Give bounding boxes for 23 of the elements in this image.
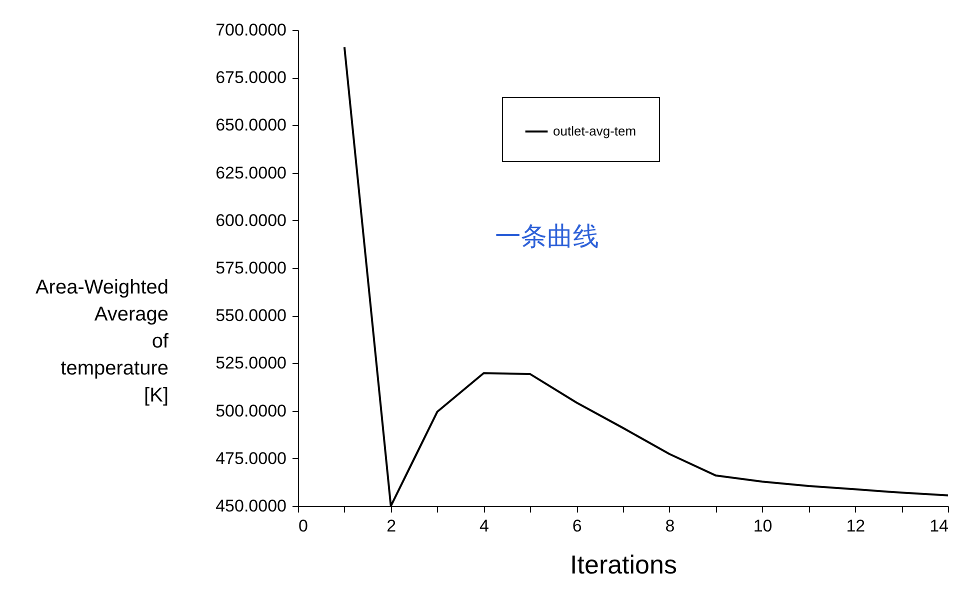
x-tick-label: 0	[298, 516, 308, 536]
y-tick-label: 475.0000	[216, 448, 286, 468]
y-tick-label: 575.0000	[216, 258, 286, 278]
x-tick-label: 14	[930, 516, 948, 536]
x-tick-label: 6	[572, 516, 582, 536]
y-tick-label: 700.0000	[216, 20, 286, 40]
legend-label: outlet-avg-tem	[553, 124, 636, 138]
x-tick-label: 8	[665, 516, 675, 536]
y-tick-label: 600.0000	[216, 210, 286, 230]
x-tick-label: 2	[386, 516, 396, 536]
x-tick-label: 10	[753, 516, 772, 536]
y-tick-label: 500.0000	[216, 401, 286, 420]
y-tick-label: 675.0000	[216, 68, 286, 88]
y-tick-label: 525.0000	[216, 354, 286, 373]
x-tick-label: 4	[479, 516, 489, 536]
x-tick-label: 12	[846, 516, 866, 536]
y-tick-label: 625.0000	[216, 163, 286, 182]
y-tick-label: 550.0000	[216, 306, 286, 326]
y-tick-label: 650.0000	[216, 116, 286, 135]
y-axis-title: Area-Weighted Average of temperature [K]	[35, 276, 169, 407]
annotation: 一条曲线	[495, 221, 599, 251]
y-tick-label: 450.0000	[216, 496, 286, 516]
x-axis-title: Iterations	[570, 550, 677, 580]
